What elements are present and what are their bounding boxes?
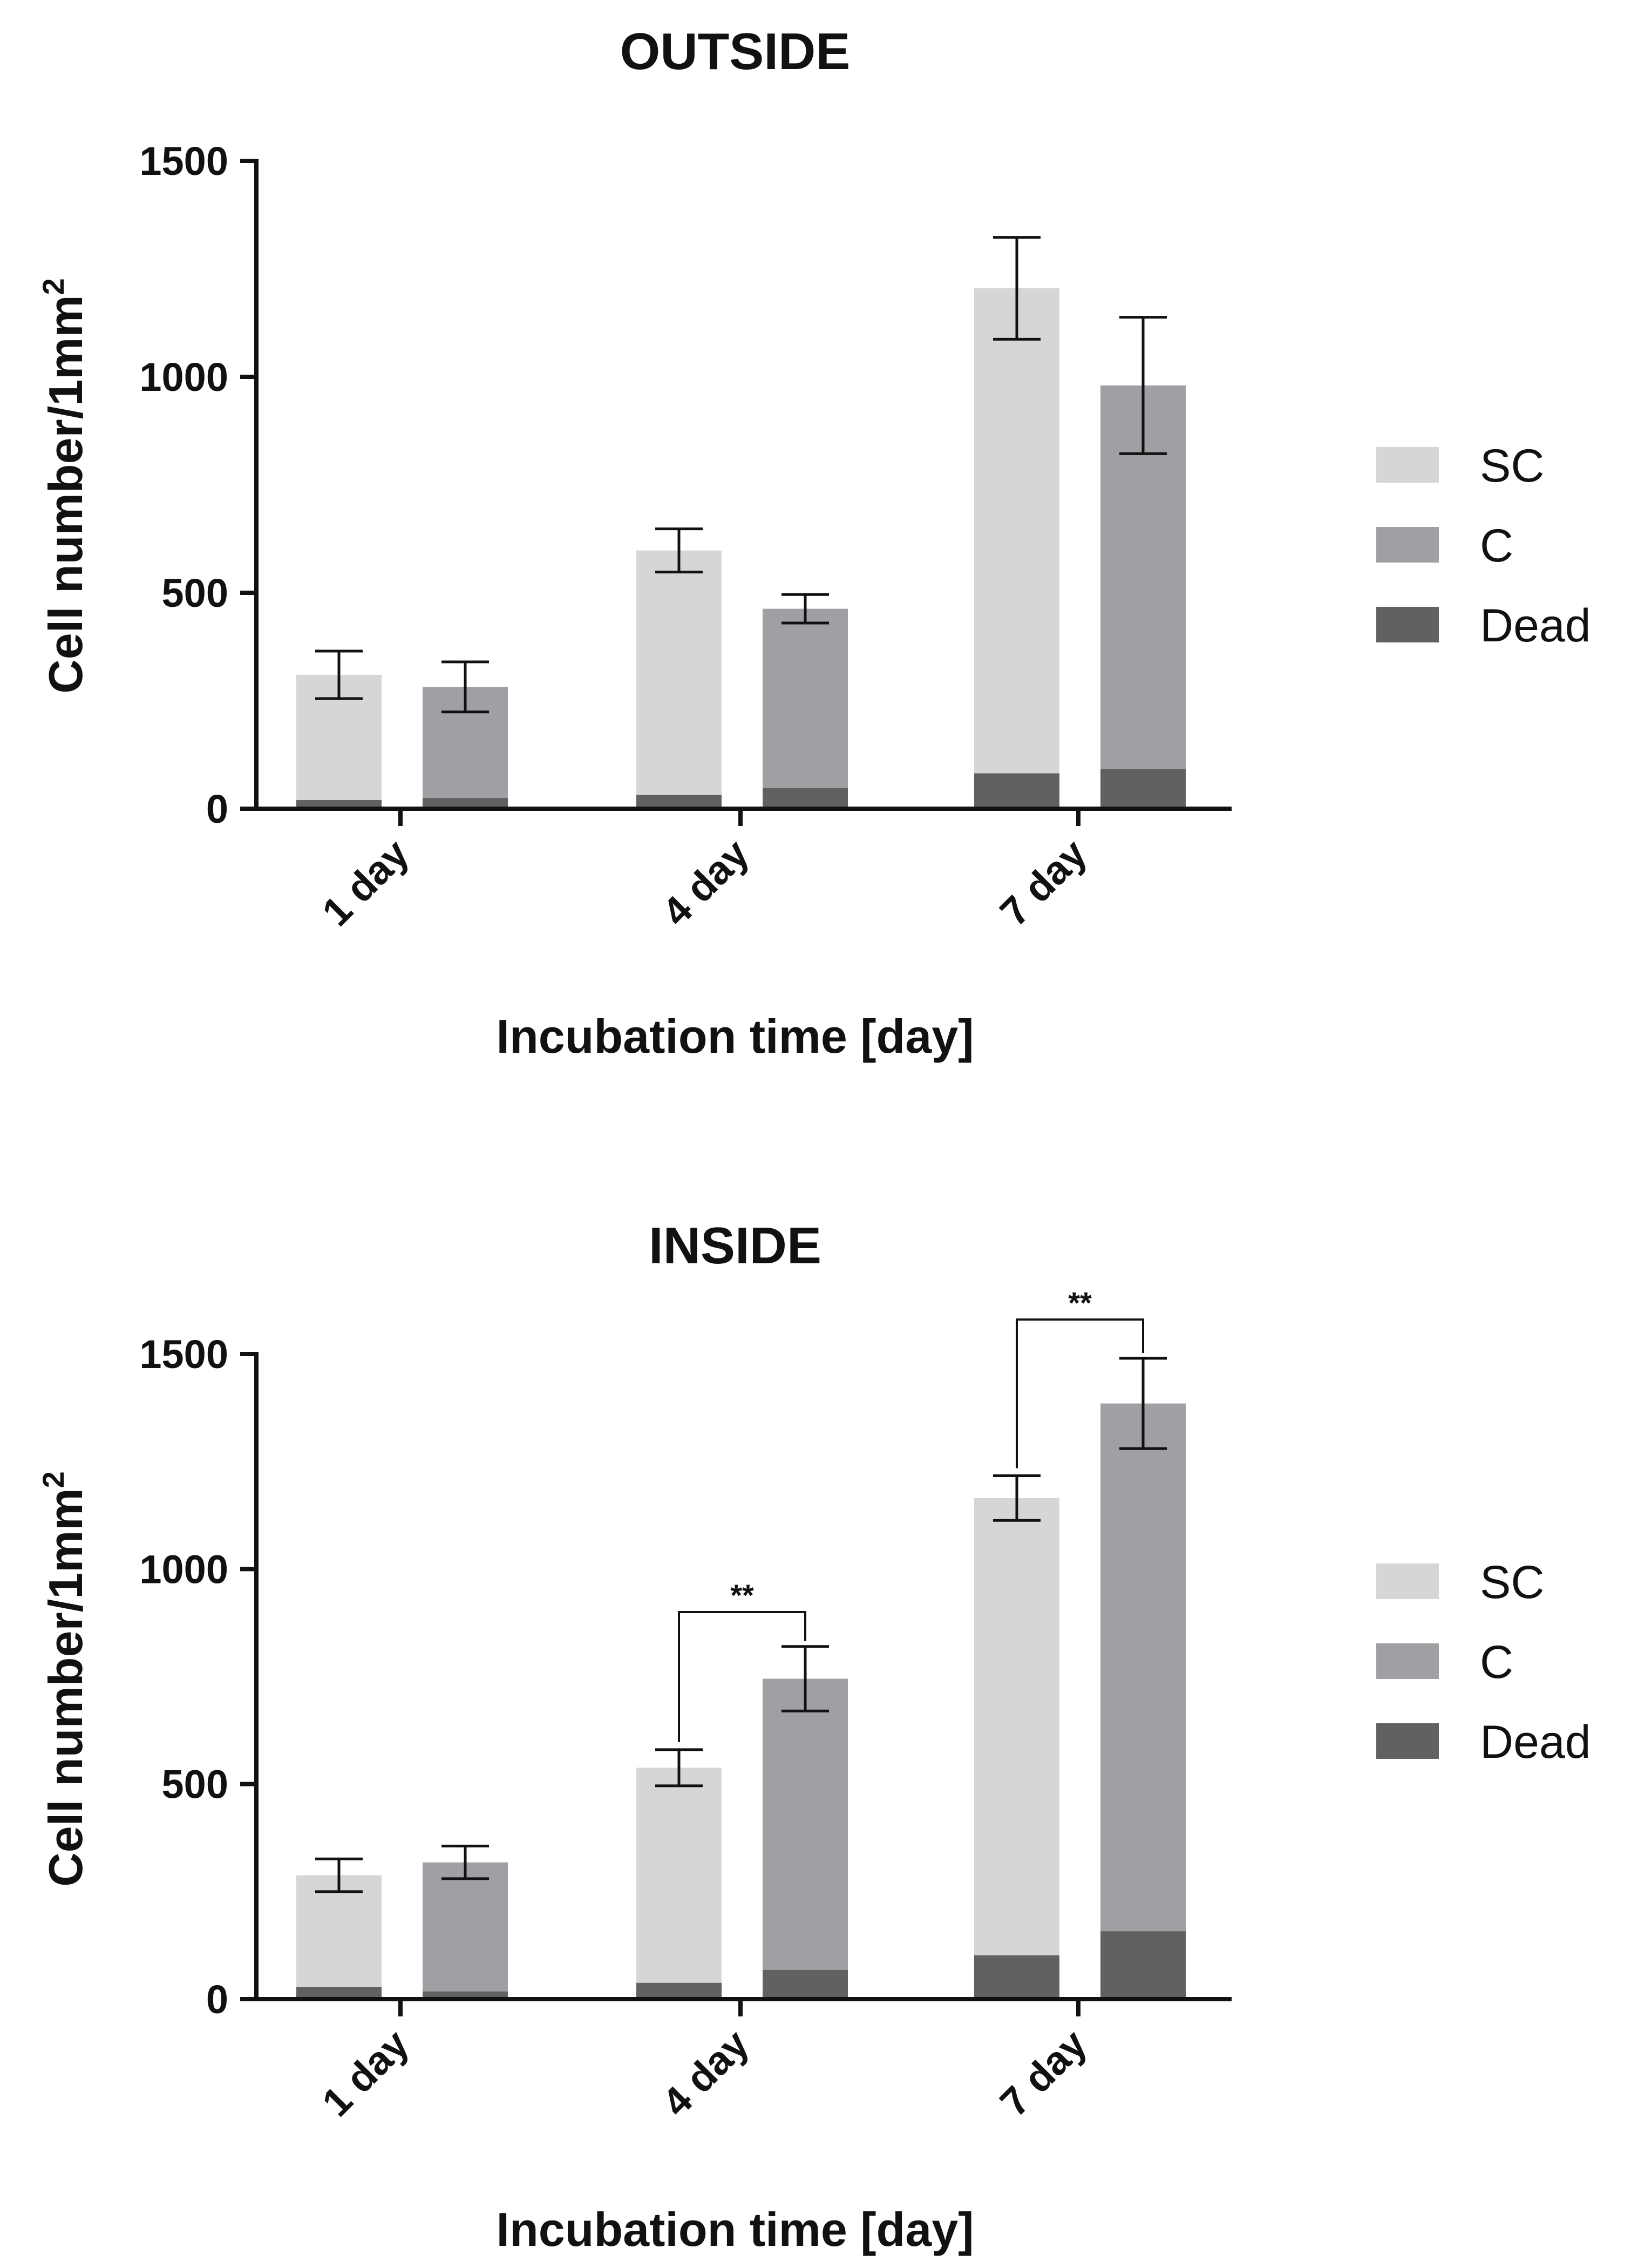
y-tick-label: 500 [162, 1762, 228, 1807]
x-tick-label: 7 day [991, 831, 1095, 935]
bar-dead-sc-7-day [974, 1955, 1059, 1999]
bar-dead-c-4-day [763, 788, 848, 809]
bar-dead-c-4-day [763, 1969, 848, 1999]
significance-label: ** [730, 1578, 754, 1612]
bar-c-1-day [423, 1862, 508, 1992]
chart-title: OUTSIDE [620, 23, 851, 80]
bar-c-7-day [1100, 1403, 1186, 1932]
bar-dead-sc-1-day [296, 1987, 382, 1999]
bar-c-4-day [763, 1678, 848, 1970]
chart-outside: OUTSIDE Cell number/1mm2 Incubation time… [36, 23, 1591, 1063]
x-tick-label: 7 day [991, 2021, 1095, 2125]
bar-dead-c-1-day [423, 798, 508, 809]
legend-swatch-c [1376, 1643, 1439, 1679]
bar-sc-4-day [636, 550, 722, 795]
bar-sc-4-day [636, 1768, 722, 1983]
y-tick-label: 1500 [139, 1332, 228, 1377]
x-tick-label: 1 day [314, 831, 417, 935]
legend-label-c: C [1480, 520, 1513, 572]
chart-title: INSIDE [649, 1217, 821, 1275]
legend-label-sc: SC [1480, 1556, 1544, 1608]
y-tick-label: 1000 [139, 1547, 228, 1592]
bar-dead-sc-4-day [636, 795, 722, 809]
significance-bracket [1016, 1318, 1144, 1468]
legend-swatch-sc [1376, 1563, 1439, 1599]
y-tick-label: 0 [206, 1977, 228, 2022]
bar-c-4-day [763, 608, 848, 788]
bar-dead-c-7-day [1100, 1931, 1186, 1999]
y-tick-label: 500 [162, 571, 228, 615]
x-tick-label: 1 day [314, 2021, 417, 2125]
x-axis-label: Incubation time [day] [497, 2203, 974, 2256]
legend-label-dead: Dead [1480, 600, 1591, 652]
legend-label-c: C [1480, 1636, 1513, 1688]
legend-swatch-sc [1376, 447, 1439, 483]
significance-label: ** [1068, 1285, 1092, 1319]
y-tick-label: 1500 [139, 139, 228, 184]
y-axis-label: Cell number/1mm2 [36, 278, 92, 694]
bar-sc-7-day [974, 288, 1059, 774]
y-tick-label: 0 [206, 787, 228, 831]
x-tick-label: 4 day [654, 831, 757, 935]
bar-sc-1-day [296, 1875, 382, 1987]
x-axis-label: Incubation time [day] [497, 1010, 974, 1063]
significance-bracket [678, 1611, 806, 1742]
y-tick-label: 1000 [139, 355, 228, 400]
bar-dead-sc-7-day [974, 773, 1059, 809]
legend-label-sc: SC [1480, 440, 1544, 492]
legend-swatch-c [1376, 527, 1439, 563]
chart-inside: INSIDE Cell number/1mm2 Incubation time … [36, 1217, 1591, 2256]
bar-sc-7-day [974, 1498, 1059, 1955]
x-tick-label: 4 day [654, 2021, 757, 2125]
y-axis-label: Cell number/1mm2 [36, 1471, 92, 1887]
bar-dead-c-7-day [1100, 769, 1186, 809]
bar-dead-sc-4-day [636, 1982, 722, 1999]
legend-label-dead: Dead [1480, 1716, 1591, 1768]
legend-swatch-dead [1376, 1723, 1439, 1759]
legend-swatch-dead [1376, 607, 1439, 642]
